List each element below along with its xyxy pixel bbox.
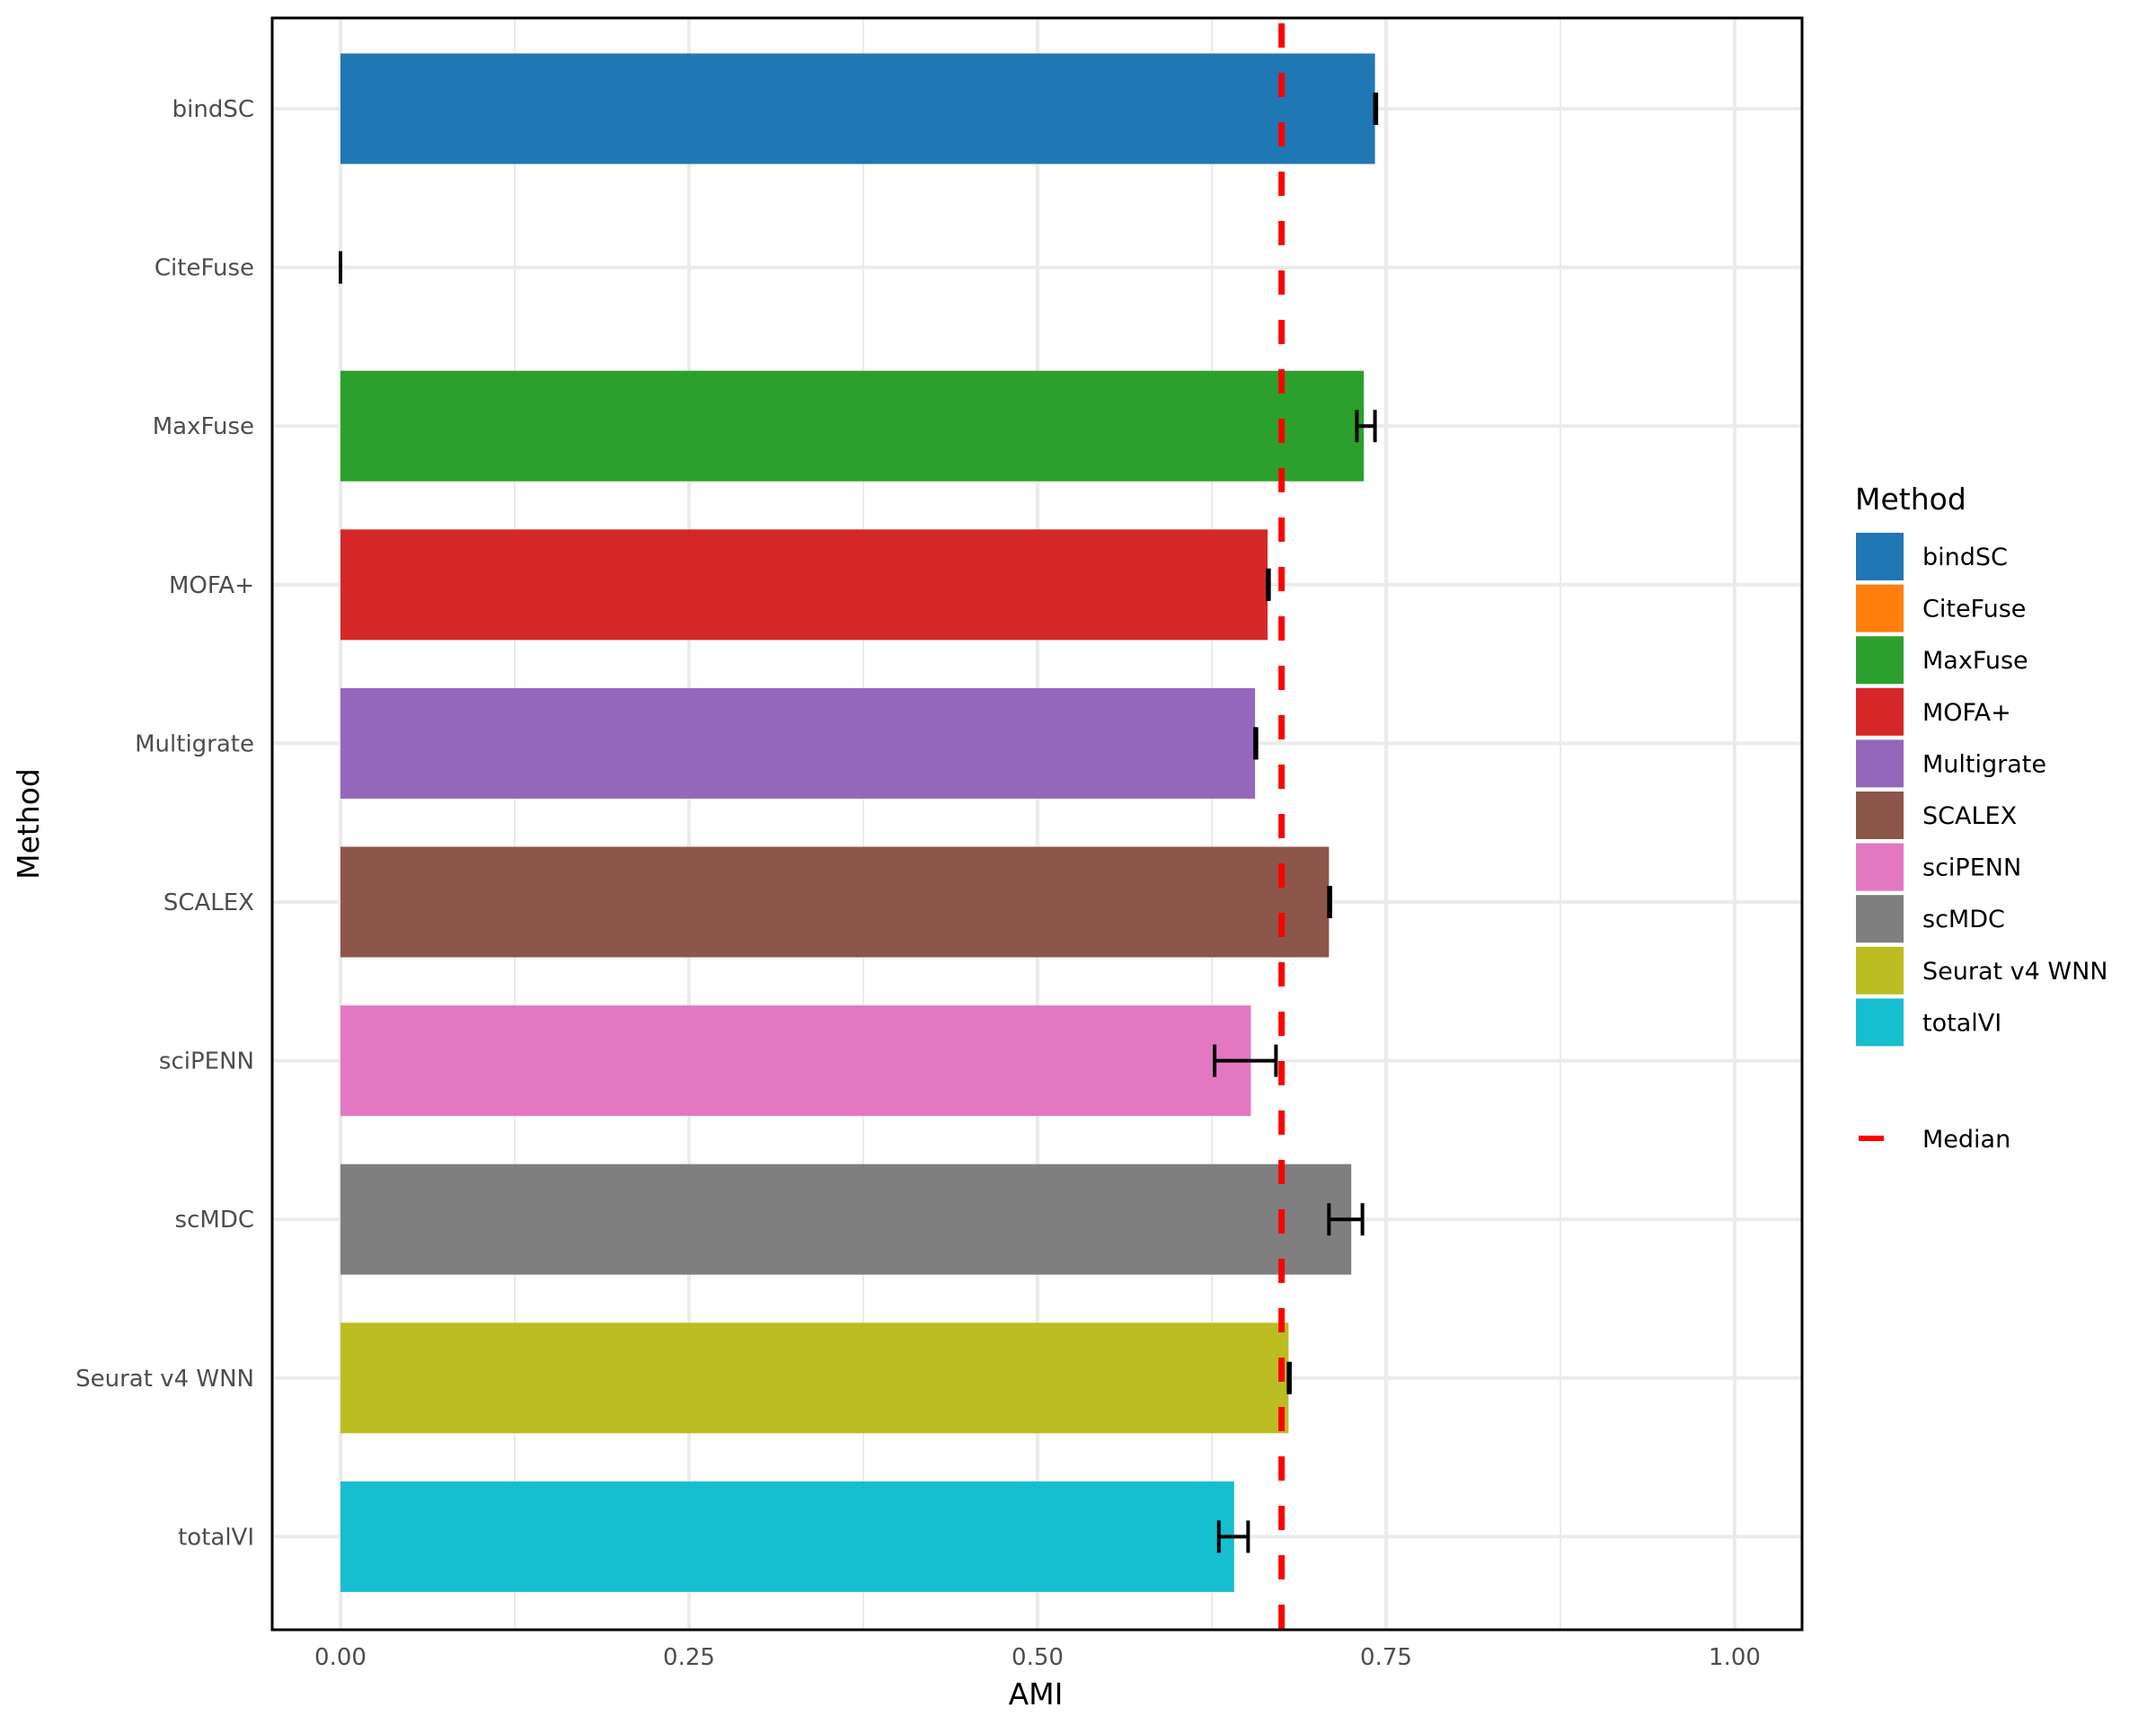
legend-label: CiteFuse xyxy=(1922,596,2026,624)
legend-label-median: Median xyxy=(1922,1126,2010,1154)
legend-label: sciPENN xyxy=(1922,854,2021,882)
y-axis-title: Method xyxy=(11,768,46,880)
y-axis-tick-labels: bindSC CiteFuse MaxFuse MOFA+ Multigrate SCAL… xyxy=(75,96,254,1551)
y-tick-label: totalVI xyxy=(178,1524,254,1551)
legend-label: totalVI xyxy=(1922,1009,2001,1037)
legend-label: MaxFuse xyxy=(1922,647,2028,675)
y-tick-label: sciPENN xyxy=(159,1048,254,1075)
error-bar xyxy=(1216,1520,1250,1553)
legend-item-maxfuse: MaxFuse xyxy=(1856,636,2028,685)
legend-item-scmdc: scMDC xyxy=(1856,895,2005,943)
x-tick-label: 0.00 xyxy=(314,1644,367,1671)
legend-swatch xyxy=(1856,687,1904,736)
x-tick-label: 0.50 xyxy=(1012,1644,1064,1671)
panel-border xyxy=(270,16,1804,1632)
legend-swatch xyxy=(1856,998,1904,1047)
bar-multigrate xyxy=(340,687,1256,799)
error-bar xyxy=(1327,1203,1365,1236)
x-axis-title: AMI xyxy=(1009,1676,1064,1712)
legend-item-totalvi: totalVI xyxy=(1856,998,2001,1047)
legend-label: Multigrate xyxy=(1922,750,2046,778)
legend: Method bindSC CiteFuse MaxFuse MOFA+ Multigr… xyxy=(1855,482,2108,1154)
legend-item-scalex: SCALEX xyxy=(1856,792,2017,839)
legend-label: Seurat v4 WNN xyxy=(1922,958,2108,986)
error-bar xyxy=(1286,1361,1292,1394)
x-tick-label: 1.00 xyxy=(1709,1644,1761,1671)
y-tick-label: CiteFuse xyxy=(155,255,254,282)
legend-item-seurat-v4-wnn: Seurat v4 WNN xyxy=(1856,946,2108,995)
legend-swatch xyxy=(1856,946,1904,995)
y-tick-label: Multigrate xyxy=(135,730,254,757)
legend-item-scipenn: sciPENN xyxy=(1856,843,2021,891)
legend-swatch xyxy=(1856,895,1904,943)
legend-item-multigrate: Multigrate xyxy=(1856,739,2046,788)
error-bar xyxy=(1266,568,1271,601)
legend-label: scMDC xyxy=(1922,906,2005,933)
legend-swatch xyxy=(1856,533,1904,580)
legend-swatch xyxy=(1856,636,1904,685)
y-tick-label: MOFA+ xyxy=(169,572,254,599)
bar-scalex xyxy=(340,846,1330,958)
bar-scmdc xyxy=(340,1163,1352,1275)
legend-label: SCALEX xyxy=(1922,802,2017,830)
legend-swatch xyxy=(1856,739,1904,788)
y-tick-label: SCALEX xyxy=(163,889,254,916)
x-tick-label: 0.25 xyxy=(663,1644,715,1671)
legend-swatch xyxy=(1856,584,1904,632)
bar-scipenn xyxy=(340,1005,1251,1117)
x-tick-label: 0.75 xyxy=(1360,1644,1412,1671)
y-tick-label: bindSC xyxy=(172,96,254,123)
x-axis-tick-labels: 0.00 0.25 0.50 0.75 1.00 xyxy=(314,1644,1761,1671)
legend-label: bindSC xyxy=(1922,544,2008,571)
legend-item-bindsc: bindSC xyxy=(1856,533,2008,580)
error-bar xyxy=(1327,886,1332,918)
bars xyxy=(340,53,1375,1592)
error-bar xyxy=(1373,93,1379,125)
y-tick-label: scMDC xyxy=(175,1207,254,1234)
bar-bindsc xyxy=(340,53,1375,164)
error-bar xyxy=(1253,727,1259,760)
bar-maxfuse xyxy=(340,370,1365,482)
bar-totalvi xyxy=(340,1481,1234,1592)
legend-items: bindSC CiteFuse MaxFuse MOFA+ Multigrate SCAL… xyxy=(1856,533,2108,1047)
legend-item-mofa-: MOFA+ xyxy=(1856,687,2011,736)
bar-mofa- xyxy=(340,529,1268,641)
y-tick-label: MaxFuse xyxy=(153,413,254,440)
legend-swatch xyxy=(1856,792,1904,839)
error-bars xyxy=(339,93,1379,1553)
legend-label: MOFA+ xyxy=(1922,699,2011,727)
error-bar xyxy=(1355,410,1377,443)
error-bar xyxy=(1213,1044,1278,1077)
bar-seurat-v4-wnn xyxy=(340,1322,1289,1434)
legend-item-citefuse: CiteFuse xyxy=(1856,584,2026,632)
legend-title: Method xyxy=(1855,482,1966,517)
y-tick-label: Seurat v4 WNN xyxy=(75,1366,254,1393)
legend-swatch xyxy=(1856,843,1904,891)
